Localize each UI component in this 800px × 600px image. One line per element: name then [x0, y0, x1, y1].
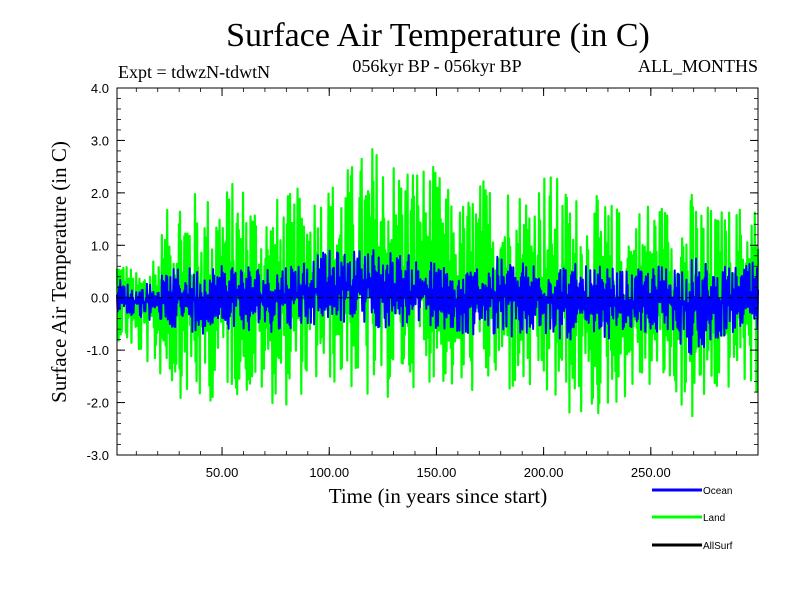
x-tick-label: 100.00 — [309, 465, 349, 480]
series-line-land — [115, 148, 760, 418]
y-tick-label: 0.0 — [91, 291, 109, 306]
series-line-ocean — [116, 249, 759, 356]
y-axis-label: Surface Air Temperature (in C) — [47, 141, 71, 403]
y-tick-label: -1.0 — [87, 343, 109, 358]
legend: Ocean Land AllSurf — [652, 486, 733, 552]
period-label: 056kyr BP - 056kyr BP — [352, 56, 521, 76]
experiment-label: Expt = tdwzN-tdwtN — [118, 62, 270, 82]
y-axis: 4.0 3.0 2.0 1.0 0.0 -1.0 -2.0 -3.0 — [87, 81, 758, 463]
legend-label-allsurf: AllSurf — [703, 541, 733, 552]
plot-area — [115, 148, 760, 418]
x-tick-label: 250.00 — [631, 465, 671, 480]
plot-frame — [116, 87, 759, 456]
legend-label-land: Land — [703, 513, 725, 524]
x-axis: 50.00 100.00 150.00 200.00 250.00 — [135, 88, 737, 480]
y-tick-label: 4.0 — [91, 81, 109, 96]
x-axis-label: Time (in years since start) — [329, 484, 548, 508]
x-tick-label: 200.00 — [524, 465, 564, 480]
y-tick-label: 3.0 — [91, 133, 109, 148]
months-label: ALL_MONTHS — [638, 56, 758, 76]
x-tick-label: 150.00 — [417, 465, 457, 480]
y-tick-label: 2.0 — [91, 186, 109, 201]
chart-title: Surface Air Temperature (in C) — [226, 17, 650, 54]
legend-label-ocean: Ocean — [703, 486, 732, 497]
y-tick-label: -3.0 — [87, 448, 109, 463]
x-tick-label: 50.00 — [206, 465, 239, 480]
y-tick-label: 1.0 — [91, 238, 109, 253]
y-tick-label: -2.0 — [87, 396, 109, 411]
